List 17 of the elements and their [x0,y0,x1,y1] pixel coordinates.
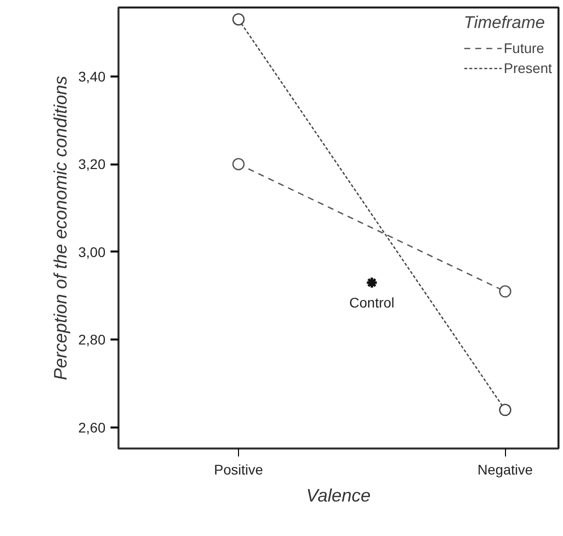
x-tick-label: Negative [478,462,534,478]
point [232,158,245,170]
y-tick-label: 3,00 [78,244,106,260]
annotation: Control [349,294,394,311]
x-tick-label: Positive [214,462,264,478]
legend-label: Present [504,60,552,76]
y-tick-label: 3,20 [78,156,106,172]
legend-label: Future [504,40,544,56]
point [232,13,245,26]
point [499,404,512,416]
y-tick-label: 2,60 [78,419,106,436]
y-axis-title: Perception of the economic conditions [50,76,70,380]
y-tick-label: 2,80 [78,332,106,348]
y-tick-label: 3,40 [78,68,106,84]
x-axis-title: Valence [306,486,371,506]
legend-title: Timeframe [464,13,546,33]
point [499,285,512,298]
